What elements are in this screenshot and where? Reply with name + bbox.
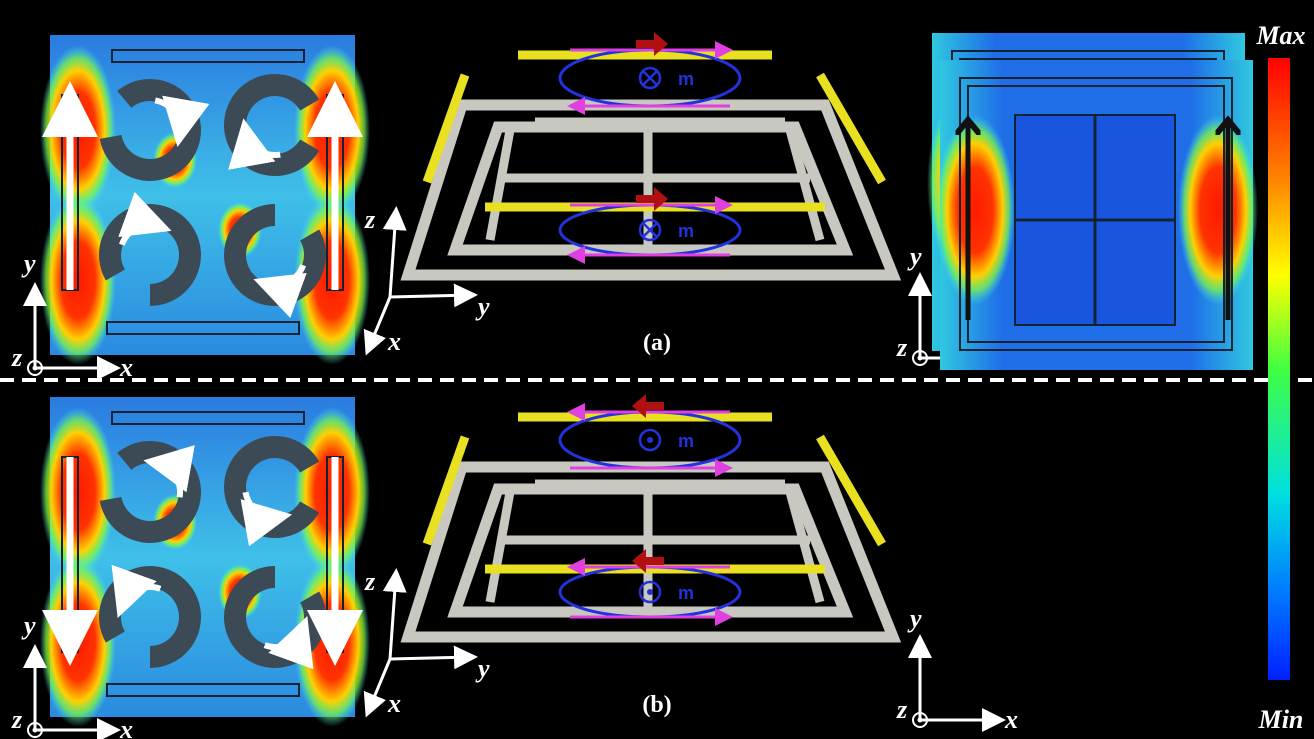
axis-x xyxy=(368,659,390,712)
moment-label: m xyxy=(678,583,694,603)
axis-label: y xyxy=(21,249,36,278)
moment-label: m xyxy=(678,69,694,89)
axis-z-dot xyxy=(918,718,923,723)
moment-label: m xyxy=(678,221,694,241)
axis-label: z xyxy=(11,343,23,372)
axis-y xyxy=(390,295,472,297)
axis-y xyxy=(390,657,472,659)
axis-z xyxy=(390,574,396,659)
axis-z-dot xyxy=(33,728,38,733)
axis-z xyxy=(390,212,396,297)
axis-label: x xyxy=(119,715,133,739)
moment-symbol xyxy=(643,71,657,85)
colorbar xyxy=(1268,58,1290,680)
axis-label: x xyxy=(1004,705,1018,734)
figure: Max Min xyzmmzyx(a)xyzxyzmmzyx(b)xyz xyxy=(0,0,1314,739)
axis-label: x xyxy=(387,689,401,718)
moment-symbol xyxy=(647,437,653,443)
colorbar-min: Min xyxy=(1258,705,1304,734)
axis-label: y xyxy=(907,242,922,271)
axis-label: y xyxy=(21,611,36,640)
hot-spot xyxy=(1178,115,1258,305)
axis-label: z xyxy=(896,695,908,724)
axis-x xyxy=(368,297,390,350)
hot-spot xyxy=(935,115,1015,305)
axis-label: y xyxy=(475,292,490,321)
axis-label: z xyxy=(896,333,908,362)
moment-label: m xyxy=(678,431,694,451)
axis-label: x xyxy=(119,353,133,382)
axis-label: z xyxy=(364,567,376,596)
axis-label: z xyxy=(364,205,376,234)
axis-label: z xyxy=(11,705,23,734)
axis-z-dot xyxy=(33,366,38,371)
moment-symbol xyxy=(647,589,653,595)
axis-label: x xyxy=(387,327,401,356)
axis-label: y xyxy=(475,654,490,683)
axis-label: y xyxy=(907,604,922,633)
panel-label: (a) xyxy=(643,330,671,356)
axis-z-dot xyxy=(918,356,923,361)
colorbar-max: Max xyxy=(1255,21,1305,50)
panel-label: (b) xyxy=(642,692,671,718)
